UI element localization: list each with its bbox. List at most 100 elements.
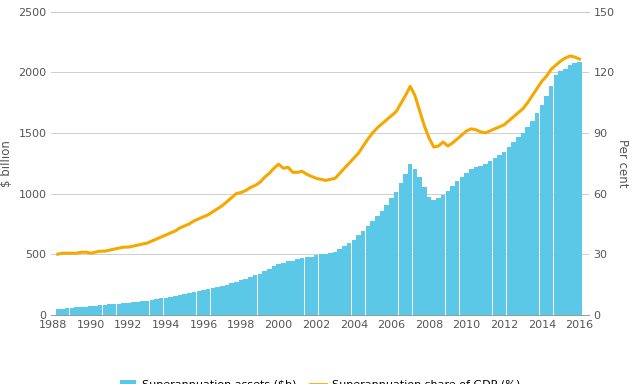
Bar xyxy=(305,257,309,315)
Bar xyxy=(371,221,375,315)
Bar xyxy=(563,69,568,315)
Bar xyxy=(225,285,229,315)
Bar xyxy=(300,258,305,315)
Bar xyxy=(328,253,333,315)
Bar xyxy=(502,152,506,315)
Bar xyxy=(399,183,403,315)
Bar xyxy=(164,298,168,315)
Bar xyxy=(403,174,408,315)
Bar xyxy=(74,307,79,315)
Bar xyxy=(79,307,84,315)
Bar xyxy=(540,105,544,315)
Bar xyxy=(262,271,267,315)
Bar xyxy=(356,235,361,315)
Bar xyxy=(178,295,182,315)
Bar xyxy=(431,200,436,315)
Bar xyxy=(535,113,540,315)
Bar xyxy=(493,158,497,315)
Bar xyxy=(365,226,370,315)
Legend: Superannuation assets ($b), Superannuation share of GDP (%): Superannuation assets ($b), Superannuati… xyxy=(115,376,525,384)
Bar xyxy=(319,255,323,315)
Bar xyxy=(497,155,502,315)
Bar xyxy=(530,121,534,315)
Bar xyxy=(323,253,328,315)
Bar xyxy=(239,280,243,315)
Bar xyxy=(347,243,351,315)
Bar xyxy=(234,281,239,315)
Bar xyxy=(286,262,291,315)
Bar xyxy=(211,288,215,315)
Bar xyxy=(342,246,347,315)
Bar xyxy=(88,306,93,315)
Bar xyxy=(577,62,582,315)
Bar xyxy=(413,169,417,315)
Bar xyxy=(507,147,511,315)
Bar xyxy=(361,230,365,315)
Bar xyxy=(314,255,319,315)
Bar xyxy=(469,169,474,315)
Bar xyxy=(309,257,314,315)
Bar xyxy=(65,308,69,315)
Bar xyxy=(295,259,300,315)
Bar xyxy=(558,71,563,315)
Bar xyxy=(281,263,285,315)
Bar xyxy=(474,167,478,315)
Bar xyxy=(465,173,469,315)
Bar xyxy=(84,307,88,315)
Bar xyxy=(201,290,205,315)
Bar xyxy=(572,63,577,315)
Bar xyxy=(544,96,548,315)
Bar xyxy=(483,164,488,315)
Bar xyxy=(206,290,211,315)
Bar xyxy=(479,166,483,315)
Bar xyxy=(516,137,520,315)
Bar xyxy=(568,65,572,315)
Bar xyxy=(116,304,121,315)
Bar xyxy=(150,300,154,315)
Bar xyxy=(93,306,98,315)
Bar xyxy=(122,303,126,315)
Bar xyxy=(455,181,460,315)
Bar xyxy=(427,197,431,315)
Bar xyxy=(351,240,356,315)
Bar xyxy=(436,199,441,315)
Bar xyxy=(257,274,262,315)
Bar xyxy=(154,299,159,315)
Bar xyxy=(276,264,281,315)
Bar xyxy=(168,297,173,315)
Bar xyxy=(521,133,525,315)
Bar xyxy=(220,286,225,315)
Bar xyxy=(408,164,413,315)
Bar xyxy=(333,252,337,315)
Y-axis label: Per cent: Per cent xyxy=(616,139,628,187)
Bar xyxy=(215,287,220,315)
Bar xyxy=(337,249,342,315)
Bar xyxy=(441,195,445,315)
Bar xyxy=(140,301,145,315)
Bar xyxy=(394,192,398,315)
Bar xyxy=(272,266,276,315)
Bar xyxy=(375,216,380,315)
Bar xyxy=(248,277,253,315)
Bar xyxy=(488,161,492,315)
Bar xyxy=(182,294,187,315)
Bar xyxy=(159,298,163,315)
Bar xyxy=(145,301,149,315)
Bar xyxy=(173,296,177,315)
Bar xyxy=(451,186,455,315)
Bar xyxy=(126,303,131,315)
Bar xyxy=(417,177,422,315)
Bar xyxy=(389,199,394,315)
Bar xyxy=(243,279,248,315)
Bar xyxy=(98,305,102,315)
Bar xyxy=(422,187,427,315)
Bar xyxy=(460,177,464,315)
Bar xyxy=(187,293,191,315)
Bar xyxy=(196,291,201,315)
Bar xyxy=(291,260,295,315)
Bar xyxy=(380,210,384,315)
Bar xyxy=(108,305,112,315)
Y-axis label: $ billion: $ billion xyxy=(0,140,13,187)
Bar xyxy=(385,205,389,315)
Bar xyxy=(229,283,234,315)
